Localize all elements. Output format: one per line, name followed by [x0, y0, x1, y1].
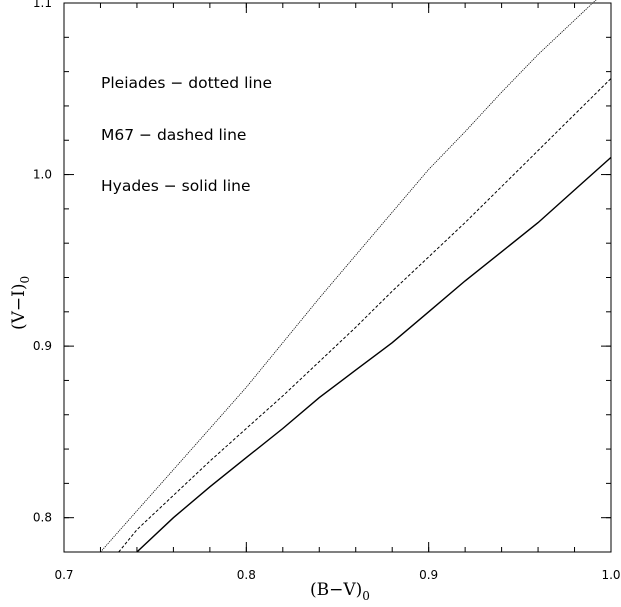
y-axis-label: (V−I)0 [9, 276, 32, 330]
axis-ticks [63, 2, 612, 553]
y-tick-label: 0.9 [33, 339, 52, 353]
x-tick-label: 0.7 [54, 568, 73, 582]
y-tick-label: 1.1 [33, 0, 52, 10]
x-axis-label-main: (B−V) [310, 580, 362, 600]
annotation-m67: M67 − dashed line [101, 126, 246, 144]
x-axis-label-sub: 0 [362, 589, 370, 603]
x-tick-label: 1.0 [601, 568, 620, 582]
series-line-dotted [100, 0, 597, 553]
series-lines [100, 0, 612, 553]
series-line-dashed [118, 78, 612, 553]
series-line-solid [136, 156, 612, 553]
x-tick-label: 0.9 [419, 568, 438, 582]
y-tick-label: 1.0 [33, 168, 52, 182]
y-axis-label-main: (V−I) [9, 283, 29, 330]
annotation-pleiades: Pleiades − dotted line [101, 74, 272, 92]
x-axis-label: (B−V)0 [310, 580, 370, 603]
y-axis-label-sub: 0 [18, 276, 32, 284]
x-tick-label: 0.8 [237, 568, 256, 582]
annotation-hyades: Hyades − solid line [101, 177, 251, 195]
axis-tick-labels: 0.7 0.8 0.9 1.0 0.8 0.9 1.0 1.1 [33, 0, 621, 582]
y-tick-label: 0.8 [33, 511, 52, 525]
